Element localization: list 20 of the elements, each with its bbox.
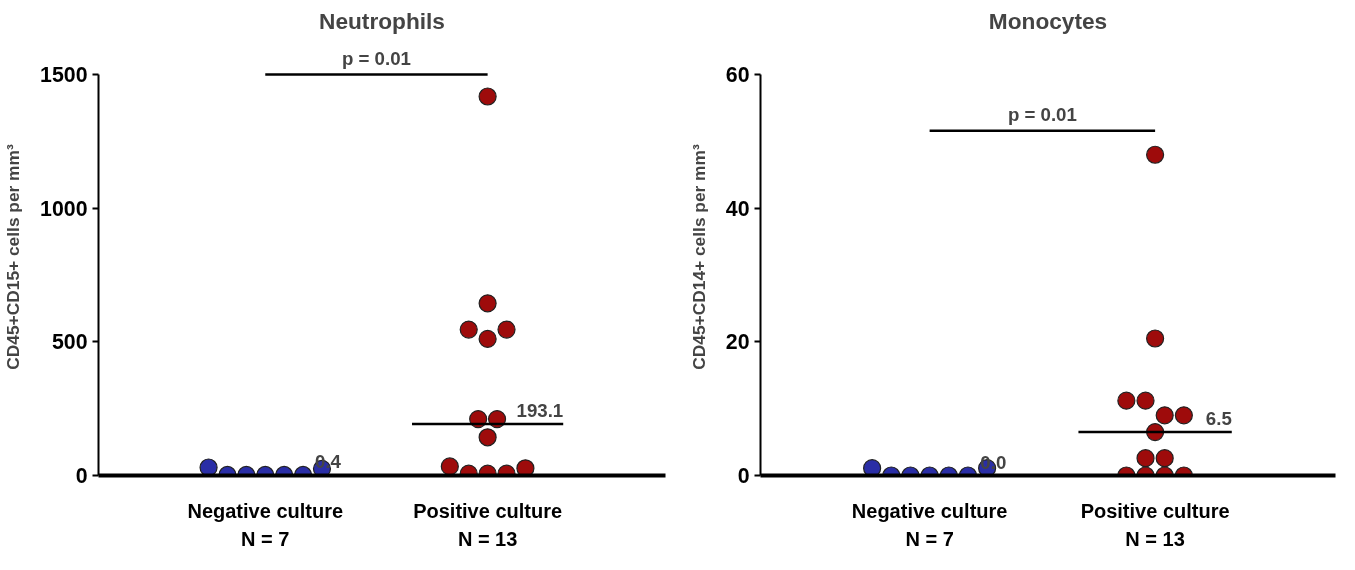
x-tick-label: Negative culture N = 7 <box>851 499 1008 551</box>
y-axis-title: CD45+CD14+ cells per mm³ <box>688 144 709 370</box>
annotation: 193.1 <box>516 399 564 421</box>
y-tick-label: 40 <box>725 196 750 221</box>
x-tick-label: Negative culture N = 7 <box>187 499 344 551</box>
chart-title: Neutrophils <box>319 7 445 34</box>
y-axis-title: CD45+CD15+ cells per mm³ <box>3 144 24 370</box>
x-tick-label: Positive culture N = 13 <box>413 499 563 551</box>
y-tick-label: 1500 <box>40 63 88 88</box>
y-tick-label: 500 <box>51 330 88 355</box>
y-tick-label: 20 <box>725 330 750 355</box>
y-tick-label: 60 <box>725 63 750 88</box>
annotation: p = 0.01 <box>1007 103 1077 125</box>
text: p = 0.01 <box>341 47 411 69</box>
y-tick-label: 0 <box>75 464 88 488</box>
chart-title: Monocytes <box>988 7 1108 34</box>
y-tick-label: 0 <box>737 464 750 488</box>
y-tick-label: 1000 <box>40 196 88 221</box>
x-tick-label: Positive culture N = 13 <box>1080 499 1230 551</box>
annotation: 6.5 <box>1205 408 1232 430</box>
